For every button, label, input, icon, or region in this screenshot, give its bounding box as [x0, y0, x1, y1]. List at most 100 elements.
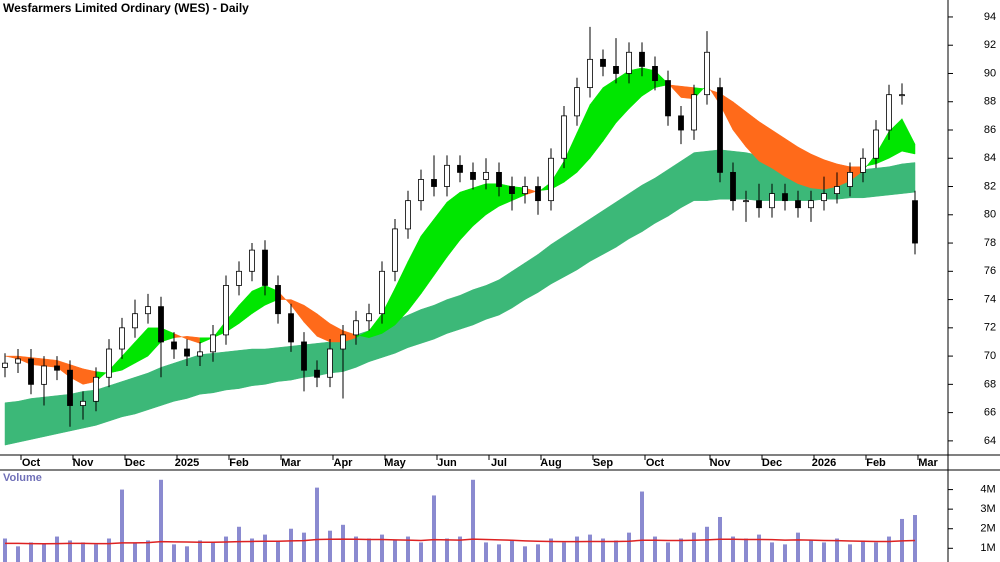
volume-bar	[562, 542, 566, 562]
y-tick-label: 92	[984, 39, 996, 51]
candle-body	[899, 94, 905, 97]
long-band	[550, 235, 565, 285]
volume-bar	[497, 544, 501, 562]
long-band	[901, 162, 916, 194]
candle-body	[80, 400, 86, 406]
short-band	[784, 138, 799, 185]
x-tick-label: Aug	[540, 457, 561, 469]
volume-bar	[445, 538, 449, 562]
y-tick-label: 70	[984, 350, 996, 362]
volume-bar	[614, 540, 618, 562]
candle-body	[704, 51, 710, 96]
candle-body	[405, 200, 411, 230]
volume-bar	[432, 495, 436, 562]
volume-bar	[81, 542, 85, 562]
candle-body	[314, 369, 320, 378]
x-tick-label: Jun	[437, 457, 457, 469]
candle-body	[249, 249, 255, 272]
volume-bar	[770, 542, 774, 562]
candle-body	[275, 285, 281, 315]
volume-bar	[861, 540, 865, 562]
y-tick-label: 66	[984, 407, 996, 419]
volume-bar	[913, 515, 917, 562]
volume-bar	[666, 542, 670, 562]
y-tick-label: 94	[984, 11, 996, 23]
long-band	[4, 401, 19, 446]
volume-bar	[510, 540, 514, 562]
volume-panel	[3, 479, 917, 562]
candle-body	[522, 186, 528, 194]
candle-body	[678, 115, 684, 131]
candle-body	[418, 179, 424, 202]
short-band	[433, 201, 448, 277]
volume-bar	[822, 542, 826, 562]
candle-body	[873, 129, 879, 159]
volume-bar	[185, 546, 189, 562]
volume-tick-label: 1M	[980, 542, 995, 554]
candle-body	[340, 334, 346, 350]
candle-body	[886, 94, 892, 131]
candle-body	[171, 341, 177, 350]
candle-body	[67, 369, 73, 406]
candle-body	[93, 376, 99, 402]
volume-bar	[809, 540, 813, 562]
long-band	[160, 362, 175, 406]
candle-body	[912, 200, 918, 244]
candle-body	[353, 320, 359, 336]
y-tick-label: 90	[984, 67, 996, 79]
axes: 64 66 68 70 72 74 76 78 80 82 84 86 88 90 92 94 1M 2M 3M 4M…	[20, 11, 996, 554]
candle-body	[158, 306, 164, 343]
candles	[2, 26, 918, 427]
volume-bar	[731, 536, 735, 562]
x-tick-label: Dec	[762, 457, 782, 469]
volume-bar	[16, 546, 20, 562]
volume-bar	[42, 544, 46, 562]
volume-bar	[94, 544, 98, 562]
long-band	[446, 294, 461, 334]
long-band	[173, 358, 188, 402]
volume-bar	[237, 526, 241, 562]
candle-body	[509, 186, 515, 194]
long-band	[589, 210, 604, 262]
volume-bar	[224, 536, 228, 562]
short-band	[407, 235, 422, 312]
y-tick-label: 88	[984, 96, 996, 108]
candle-body	[652, 66, 658, 81]
volume-bar	[588, 534, 592, 562]
candle-body	[639, 51, 645, 67]
x-tick-label: May	[384, 457, 406, 469]
volume-bar	[874, 542, 878, 562]
volume-bar	[796, 532, 800, 562]
long-band	[576, 218, 591, 271]
volume-bar	[133, 542, 137, 562]
short-band	[628, 67, 643, 110]
volume-bar	[406, 536, 410, 562]
volume-bar	[250, 538, 254, 562]
candle-body	[860, 157, 866, 173]
long-band	[420, 304, 435, 344]
short-band	[797, 146, 812, 189]
volume-bar	[627, 532, 631, 562]
long-band	[693, 150, 708, 201]
short-band	[446, 191, 461, 258]
candle-body	[28, 358, 34, 385]
volume-bar	[601, 538, 605, 562]
short-band	[472, 183, 487, 227]
volume-bar	[315, 487, 319, 562]
long-band	[602, 201, 617, 255]
short-band	[771, 129, 786, 178]
volume-bar	[276, 540, 280, 562]
short-band	[4, 355, 19, 360]
volume-label: Volume	[3, 472, 42, 484]
x-tick-label: Nov	[710, 457, 732, 469]
x-tick-label: Apr	[334, 457, 354, 469]
volume-bar	[68, 540, 72, 562]
volume-bar	[536, 544, 540, 562]
y-tick-label: 64	[984, 435, 996, 447]
candle-body	[548, 157, 554, 202]
short-band	[485, 183, 500, 216]
bands	[4, 67, 916, 446]
y-tick-label: 80	[984, 209, 996, 221]
volume-bar	[289, 528, 293, 562]
candle-body	[808, 200, 814, 209]
